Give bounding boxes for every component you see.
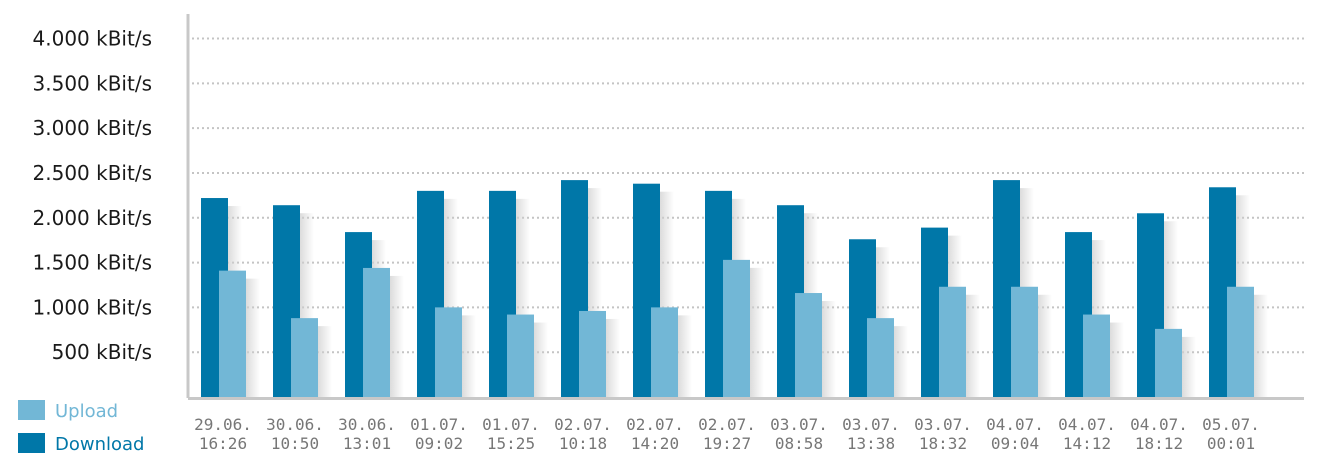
x-tick-label-date: 02.07. <box>554 415 612 434</box>
upload-bar-shadow <box>1254 294 1268 397</box>
upload-bar <box>435 307 462 397</box>
x-axis-tick-labels: 29.06.16:2630.06.10:5030.06.13:0101.07.0… <box>194 415 1260 453</box>
upload-bar <box>795 293 822 397</box>
upload-bar-shadow <box>1182 336 1196 397</box>
upload-bar <box>867 318 894 397</box>
x-tick-label-date: 04.07. <box>1130 415 1188 434</box>
x-tick-label-date: 02.07. <box>626 415 684 434</box>
x-tick-label-date: 01.07. <box>410 415 468 434</box>
y-tick-label: 2.500 kBit/s <box>33 161 152 185</box>
x-tick-label-date: 04.07. <box>986 415 1044 434</box>
x-tick-label-time: 00:01 <box>1207 434 1255 453</box>
upload-bar-shadow <box>822 301 836 397</box>
x-tick-label-date: 04.07. <box>1058 415 1116 434</box>
x-tick-label-time: 16:26 <box>199 434 247 453</box>
upload-bar-shadow <box>678 315 692 397</box>
upload-bar <box>1083 314 1110 397</box>
upload-bar <box>219 270 246 397</box>
upload-bar <box>579 310 606 397</box>
upload-bar <box>651 307 678 397</box>
legend: Upload Download <box>18 400 144 455</box>
x-tick-label-time: 14:20 <box>631 434 679 453</box>
x-tick-label-time: 18:12 <box>1135 434 1183 453</box>
y-tick-label: 1.000 kBit/s <box>33 295 152 319</box>
x-tick-label-date: 03.07. <box>770 415 828 434</box>
upload-bar-shadow <box>534 322 548 397</box>
x-tick-label-date: 05.07. <box>1202 415 1260 434</box>
x-tick-label-date: 03.07. <box>914 415 972 434</box>
upload-bar <box>723 259 750 397</box>
x-tick-label-date: 30.06. <box>266 415 324 434</box>
x-tick-label-time: 18:32 <box>919 434 967 453</box>
upload-bar-shadow <box>462 315 476 397</box>
upload-bar <box>1155 328 1182 397</box>
y-tick-label: 500 kBit/s <box>52 340 152 364</box>
upload-bar-shadow <box>966 294 980 397</box>
x-tick-label-date: 01.07. <box>482 415 540 434</box>
y-tick-label: 2.000 kBit/s <box>33 206 152 230</box>
legend-swatch-upload <box>18 400 45 420</box>
upload-bar-shadow <box>750 267 764 397</box>
x-tick-label-date: 29.06. <box>194 415 252 434</box>
x-tick-label-time: 08:58 <box>775 434 823 453</box>
x-tick-label-time: 13:01 <box>343 434 391 453</box>
legend-label-upload: Upload <box>55 401 118 422</box>
y-tick-label: 3.500 kBit/s <box>33 71 152 95</box>
upload-bar <box>507 314 534 397</box>
upload-bar-shadow <box>894 326 908 397</box>
upload-bar-shadow <box>390 275 404 397</box>
x-tick-label-date: 03.07. <box>842 415 900 434</box>
legend-swatch-download <box>18 433 45 453</box>
x-tick-label-time: 10:18 <box>559 434 607 453</box>
upload-bar-shadow <box>318 326 332 397</box>
y-axis-tick-labels: 500 kBit/s 1.000 kBit/s 1.500 kBit/s 2.000 … <box>33 27 152 365</box>
x-tick-label-date: 02.07. <box>698 415 756 434</box>
x-tick-label-time: 09:04 <box>991 434 1039 453</box>
x-tick-label-date: 30.06. <box>338 415 396 434</box>
upload-bar <box>939 286 966 397</box>
x-tick-label-time: 10:50 <box>271 434 319 453</box>
upload-bar <box>1011 286 1038 397</box>
bars <box>201 180 1254 397</box>
x-tick-label-time: 13:38 <box>847 434 895 453</box>
x-tick-label-time: 09:02 <box>415 434 463 453</box>
x-tick-label-time: 15:25 <box>487 434 535 453</box>
y-tick-label: 4.000 kBit/s <box>33 27 152 51</box>
upload-bar <box>291 318 318 397</box>
upload-bar-shadow <box>1038 294 1052 397</box>
upload-bar-shadow <box>246 278 260 397</box>
axes <box>186 14 1304 400</box>
x-tick-label-time: 14:12 <box>1063 434 1111 453</box>
y-tick-label: 3.000 kBit/s <box>33 116 152 140</box>
y-tick-label: 1.500 kBit/s <box>33 251 152 275</box>
x-tick-label-time: 19:27 <box>703 434 751 453</box>
upload-bar-shadow <box>606 318 620 397</box>
upload-bar <box>363 267 390 397</box>
upload-bar-shadow <box>1110 322 1124 397</box>
legend-label-download: Download <box>55 434 144 455</box>
upload-bar <box>1227 286 1254 397</box>
